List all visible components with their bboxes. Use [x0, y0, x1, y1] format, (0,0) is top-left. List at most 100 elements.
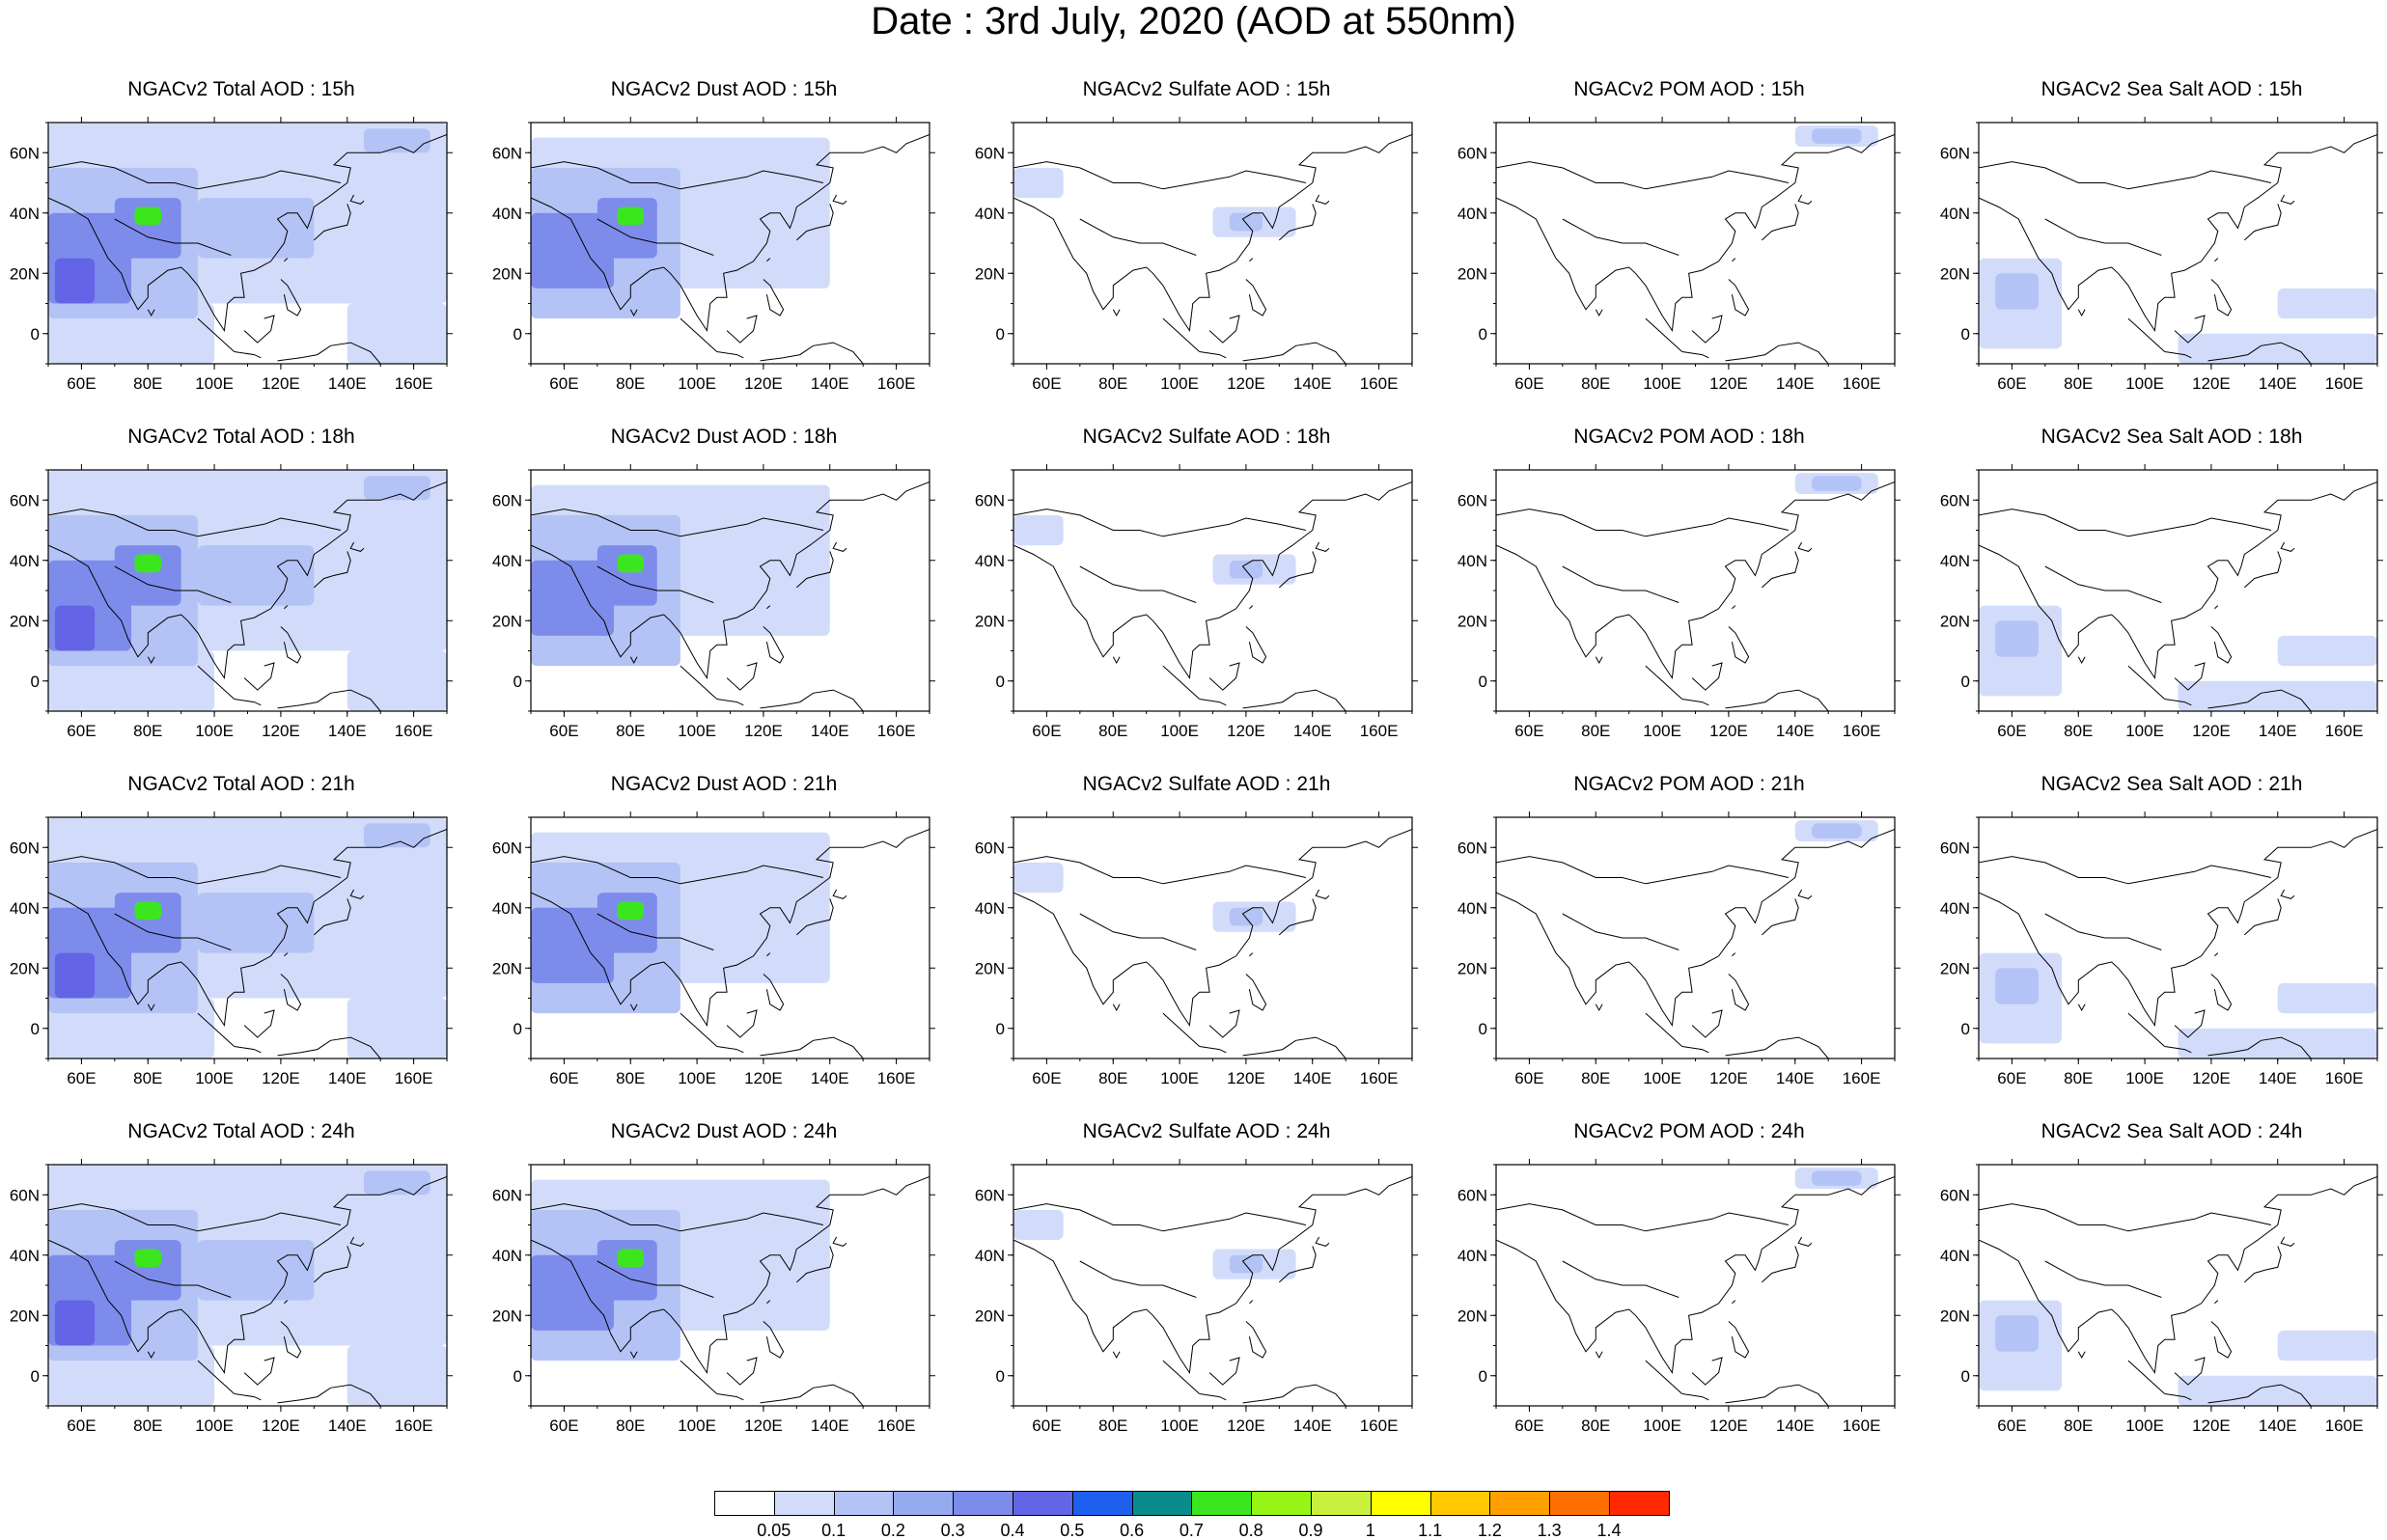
coastline: [629, 1351, 638, 1360]
lat-tick-label: 20N: [10, 1306, 40, 1325]
map-panel-dust-15h: NGACv2 Dust AOD : 15h 60E 80E 100E 120E 140E 1…: [483, 77, 965, 405]
lat-tick-label: 0: [1479, 325, 1487, 344]
coastline: [1245, 626, 1267, 664]
lat-tick-label: 60N: [1457, 839, 1487, 857]
coastline: [277, 689, 381, 711]
lon-tick-label: 160E: [1360, 1416, 1399, 1435]
coastline: [2243, 204, 2282, 241]
map-panel-seasalt-24h: NGACv2 Sea Salt AOD : 24h 60E 80E 100E 120E 1…: [1930, 1119, 2387, 1447]
aod-plume-medium: [197, 198, 315, 259]
coastline: [1162, 1012, 1201, 1047]
aod-plume-medium: [363, 476, 430, 501]
aod-plume-light: [2178, 1028, 2377, 1059]
aod-plume-light: [1013, 514, 1064, 546]
coastline: [234, 1393, 262, 1401]
colorbar-swatch: [1071, 1491, 1133, 1516]
lat-tick-label: 0: [1961, 673, 1970, 691]
lat-tick-label: 20N: [1457, 1306, 1487, 1325]
map-panel-sulfate-15h: NGACv2 Sulfate AOD : 15h 60E 80E 100E 120E 14…: [965, 77, 1448, 405]
coastline: [1797, 889, 1813, 899]
coastline: [1728, 626, 1750, 664]
coastline: [1496, 481, 1895, 680]
coastline: [349, 1236, 365, 1247]
lat-tick-label: 40N: [492, 552, 522, 570]
map-panel-dust-21h: NGACv2 Dust AOD : 21h 60E 80E 100E 120E 140E 1…: [483, 772, 965, 1100]
coastline: [48, 161, 342, 190]
coastline: [1278, 1246, 1317, 1283]
lon-tick-label: 100E: [2125, 1416, 2164, 1435]
coastline: [313, 204, 351, 241]
lat-tick-label: 0: [996, 673, 1005, 691]
lat-tick-label: 40N: [10, 899, 40, 918]
coastline: [760, 342, 864, 364]
map-panel-seasalt-21h: NGACv2 Sea Salt AOD : 21h 60E 80E 100E 120E 1…: [1930, 772, 2387, 1100]
aod-map: 60E 80E 100E 120E 140E 160E 60N 40N 20N 0: [10, 117, 453, 393]
coastline: [597, 1260, 714, 1298]
coastline: [2207, 342, 2312, 364]
lon-tick-label: 120E: [2192, 722, 2231, 740]
aod-map: 60E 80E 100E 120E 140E 160E 60N 40N 20N 0: [492, 811, 935, 1087]
coastline: [1979, 1176, 2377, 1375]
coastline: [795, 1246, 834, 1283]
coastline: [2164, 351, 2192, 359]
coastline: [1249, 258, 1254, 262]
coastline: [48, 481, 447, 680]
colorbar-swatch: [1549, 1491, 1610, 1516]
coastline: [1249, 605, 1254, 610]
coastline: [1245, 974, 1267, 1011]
lat-tick-label: 0: [996, 1367, 1005, 1386]
coastline: [48, 829, 447, 1028]
lat-tick-label: 40N: [975, 205, 1005, 223]
coastline: [1315, 541, 1330, 552]
colorbar-label: 0.2: [880, 1521, 905, 1540]
lon-tick-label: 140E: [1776, 1416, 1815, 1435]
colorbar-label: 0.5: [1060, 1521, 1085, 1540]
lon-tick-label: 160E: [1843, 1069, 1881, 1087]
aod-plume-medium: [1811, 1170, 1862, 1186]
coastline: [2207, 1036, 2312, 1059]
lat-tick-label: 40N: [1940, 552, 1970, 570]
lon-tick-label: 60E: [1032, 1069, 1061, 1087]
lon-tick-label: 140E: [811, 374, 849, 393]
lat-tick-label: 20N: [10, 959, 40, 977]
aod-map: 60E 80E 100E 120E 140E 160E 60N 40N 20N 0: [492, 464, 935, 740]
coastline: [1112, 656, 1121, 665]
coastline: [114, 913, 232, 950]
lon-tick-label: 160E: [877, 722, 916, 740]
aod-map: 60E 80E 100E 120E 140E 160E 60N 40N 20N 0: [975, 811, 1418, 1087]
panel-title: NGACv2 Sulfate AOD : 21h: [1082, 773, 1331, 795]
lon-tick-label: 140E: [1293, 1069, 1332, 1087]
lon-tick-label: 160E: [395, 1416, 433, 1435]
lat-tick-label: 60N: [1940, 491, 1970, 509]
colorbar-swatch: [893, 1491, 955, 1516]
coastline: [2174, 662, 2206, 691]
panel-title: NGACv2 Dust AOD : 21h: [610, 773, 838, 795]
coastline: [234, 1046, 262, 1054]
lon-tick-label: 100E: [678, 1416, 716, 1435]
coastline: [1013, 1203, 1307, 1232]
lon-tick-label: 160E: [1843, 722, 1881, 740]
aod-map: 60E 80E 100E 120E 140E 160E 60N 40N 20N 0: [975, 117, 1418, 393]
coastline: [1013, 509, 1307, 537]
lat-tick-label: 40N: [1940, 1247, 1970, 1265]
coastline: [1681, 1046, 1709, 1054]
panel-title: NGACv2 Sea Salt AOD : 21h: [2040, 773, 2303, 795]
panel-grid: NGACv2 Total AOD : 15h 60E 80E 100E 120E 140E…: [0, 77, 2387, 1447]
aod-plume-light: [2178, 680, 2377, 711]
lon-tick-label: 80E: [1581, 1069, 1610, 1087]
coastline: [1595, 1004, 1603, 1012]
coastline: [48, 1176, 447, 1375]
coastline: [114, 565, 232, 603]
map-panel-total-15h: NGACv2 Total AOD : 15h 60E 80E 100E 120E 140E…: [0, 77, 483, 405]
coastline: [726, 1009, 758, 1038]
lon-tick-label: 140E: [811, 1416, 849, 1435]
aod-plume-medium: [1995, 968, 2039, 1004]
coastline: [1681, 699, 1709, 706]
coastline: [531, 829, 930, 1028]
coastline: [313, 551, 351, 589]
coastline: [243, 1009, 275, 1038]
lat-tick-label: 60N: [975, 491, 1005, 509]
coastline: [2077, 1351, 2086, 1360]
lat-tick-label: 60N: [10, 144, 40, 162]
aod-plume-light: [347, 303, 447, 364]
